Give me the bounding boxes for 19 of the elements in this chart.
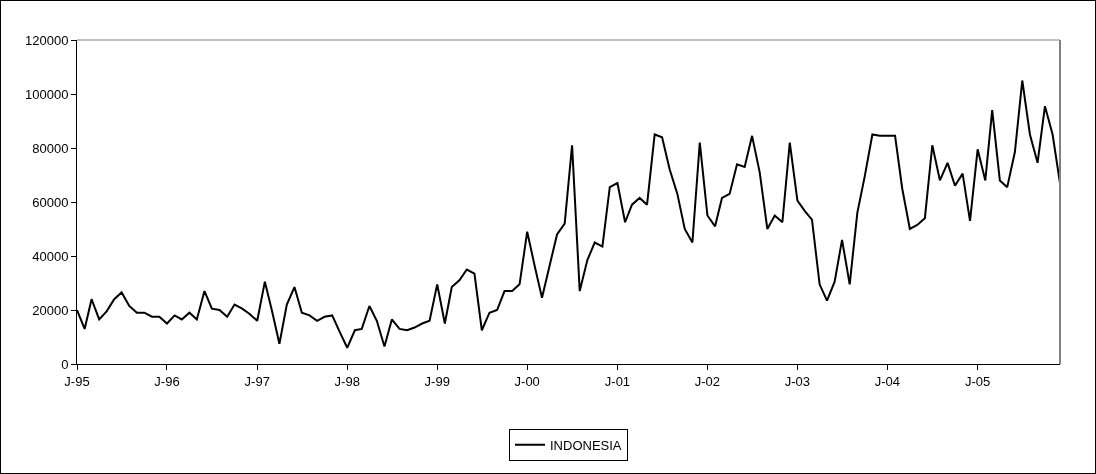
- y-tick-label: 120000: [25, 32, 69, 48]
- y-tick-label: 20000: [32, 302, 69, 318]
- x-tick-label: J-04: [874, 373, 901, 389]
- x-tick-label: J-00: [514, 373, 540, 389]
- x-tick-label: J-97: [244, 373, 270, 389]
- x-tick-label: J-05: [965, 373, 991, 389]
- x-tick-label: J-99: [424, 373, 450, 389]
- x-tick-label: J-96: [154, 373, 180, 389]
- y-tick-label: 100000: [25, 86, 69, 102]
- x-tick-label: J-98: [334, 373, 360, 389]
- legend-label: INDONESIA: [550, 437, 622, 453]
- y-tick-label: 60000: [32, 194, 69, 210]
- x-tick-label: J-02: [694, 373, 721, 389]
- x-tick-label: J-01: [604, 373, 631, 389]
- x-tick-label: J-03: [784, 373, 811, 389]
- x-tick-label: J-95: [64, 373, 90, 389]
- y-tick-label: 40000: [32, 248, 69, 264]
- y-tick-label: 0: [61, 356, 69, 372]
- y-tick-label: 80000: [32, 140, 69, 156]
